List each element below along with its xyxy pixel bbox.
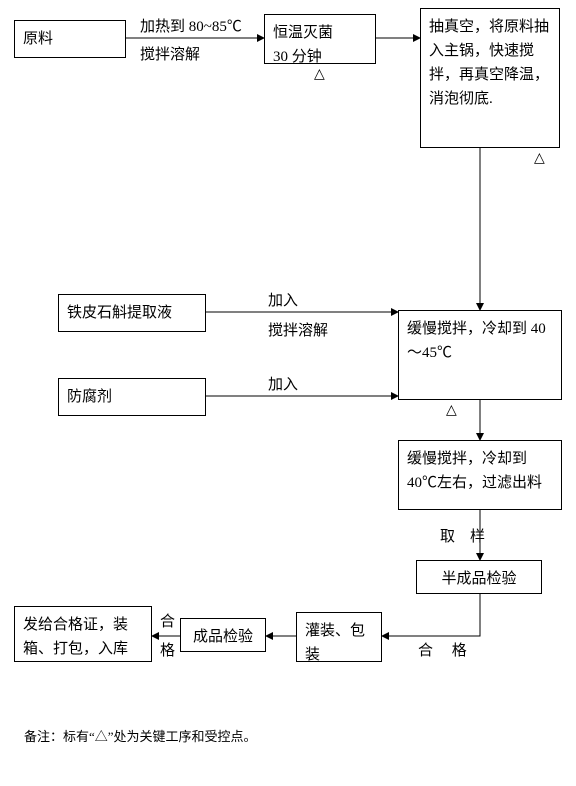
- node-slow-stir-cool: 缓慢搅拌，冷却到 40～45℃: [398, 310, 562, 400]
- node-fill-pack: 灌装、包装: [296, 612, 382, 662]
- node-warehouse: 发给合格证，装箱、打包，入库: [14, 606, 152, 662]
- edge-label-pass-2-top: 合: [160, 611, 175, 634]
- control-point-icon: △: [534, 150, 545, 167]
- edge-label-heat: 加热到 80~85℃: [140, 16, 242, 39]
- edge-label-add-1: 加入: [268, 290, 298, 313]
- node-filter: 缓慢搅拌，冷却到 40℃左右，过滤出料: [398, 440, 562, 510]
- node-preservative: 防腐剂: [58, 378, 206, 416]
- edge-label-stir-dissolve-1: 搅拌溶解: [140, 44, 200, 67]
- node-sterilize: 恒温灭菌 30 分钟: [264, 14, 376, 64]
- edge-label-add-2: 加入: [268, 374, 298, 397]
- control-point-icon: △: [314, 66, 325, 83]
- node-raw-material: 原料: [14, 20, 126, 58]
- edge-label-pass-2-bot: 格: [160, 640, 175, 663]
- node-extract: 铁皮石斛提取液: [58, 294, 206, 332]
- footnote: 备注：标有“△”处为关键工序和受控点。: [24, 726, 257, 745]
- edge-label-sample: 取 样: [440, 526, 485, 549]
- node-final-inspect: 成品检验: [180, 618, 266, 652]
- edge-label-stir-dissolve-2: 搅拌溶解: [268, 320, 328, 343]
- node-vacuum-pot: 抽真空，将原料抽入主锅，快速搅拌，再真空降温，消泡彻底.: [420, 8, 560, 148]
- node-semi-inspect: 半成品检验: [416, 560, 542, 594]
- edge-label-pass-1: 合 格: [418, 640, 467, 663]
- control-point-icon: △: [446, 402, 457, 419]
